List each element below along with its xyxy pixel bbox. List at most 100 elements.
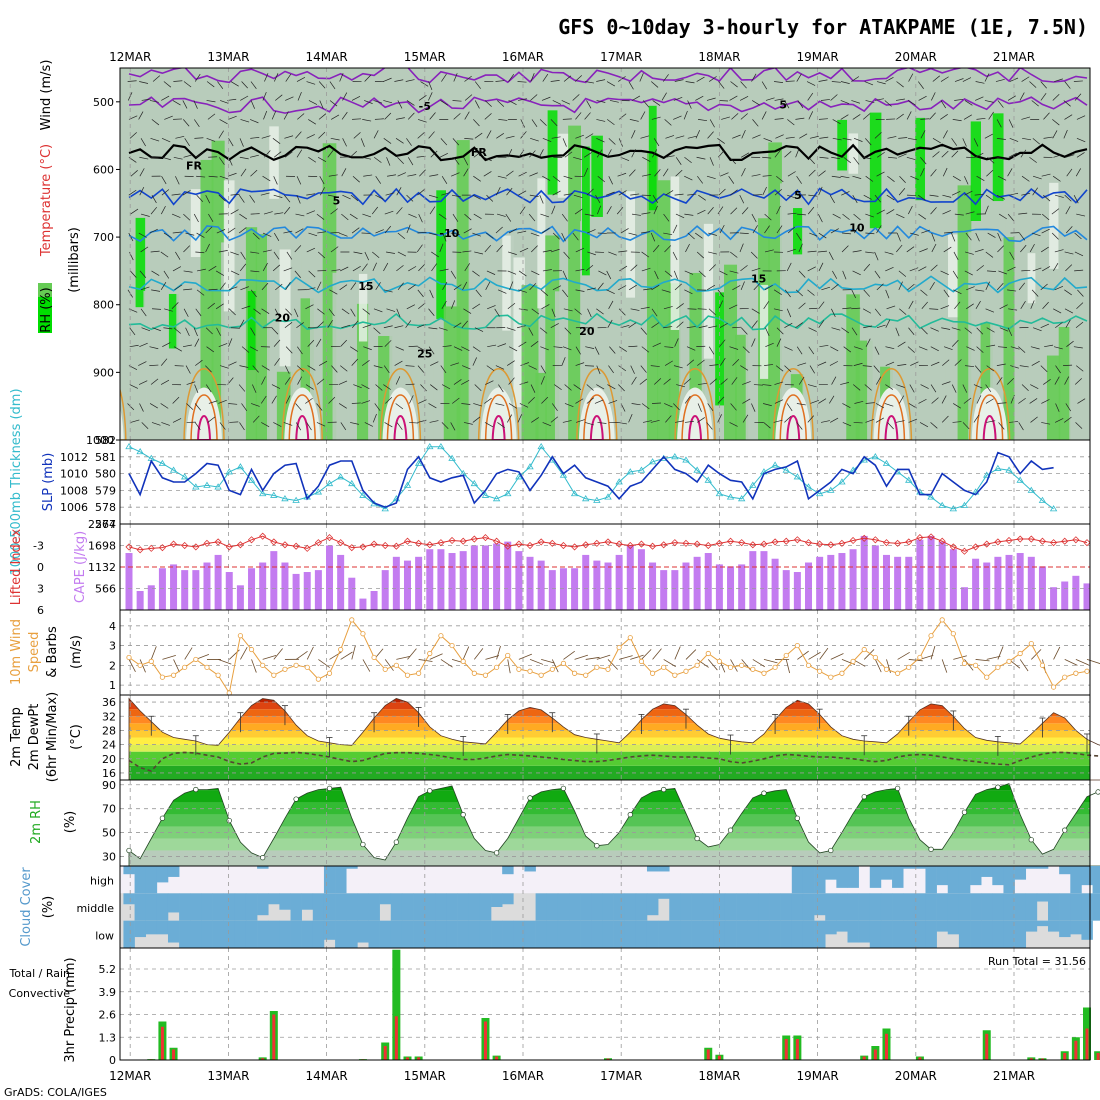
wind-barb — [1064, 416, 1072, 423]
wind-barb — [327, 194, 337, 198]
cape-bar — [849, 549, 857, 610]
wind-barb — [327, 149, 334, 158]
rh-legend-label: RH (%) — [39, 287, 54, 332]
wind-barb — [417, 189, 425, 196]
wind-barb — [665, 135, 675, 139]
li-marker — [181, 541, 189, 550]
wind-barb — [295, 422, 302, 431]
wind-barb — [1064, 289, 1072, 296]
cape-bar — [649, 562, 657, 610]
wind-barb — [496, 133, 505, 139]
wind-barb — [1064, 114, 1073, 120]
thickness-marker — [203, 481, 211, 488]
li-marker — [972, 543, 980, 551]
temp-outline — [128, 697, 1100, 781]
wind-barb — [596, 384, 605, 390]
wind-barb — [249, 154, 259, 158]
cloud-cell — [970, 920, 982, 948]
rh-column — [912, 258, 927, 440]
wind-speed-marker — [872, 654, 878, 661]
wind-barb — [719, 270, 728, 276]
wind-barb — [818, 79, 828, 82]
wind-barb — [405, 320, 412, 328]
wind-barb — [1041, 173, 1051, 177]
cloud-cell — [257, 893, 269, 916]
thickness-marker — [637, 466, 646, 473]
contour-label: 20 — [275, 312, 291, 325]
rh-patch — [948, 234, 960, 318]
wind-barb — [874, 98, 884, 101]
cape-bar — [559, 568, 567, 610]
wind-barb — [751, 73, 757, 82]
precip-tick-label: 0 — [109, 1054, 116, 1067]
rh-column — [612, 185, 627, 440]
wind-barb — [150, 206, 158, 215]
surface-wind-barb — [641, 649, 652, 660]
isotherm-line — [128, 225, 1088, 243]
wind-barb — [997, 402, 1007, 404]
wind-barb — [584, 213, 594, 217]
li-axis-label-part: Lifted Index — [9, 528, 24, 605]
cloud-cell — [691, 893, 703, 921]
rh-label-part: 2m RH — [29, 800, 44, 844]
wind-barb — [463, 422, 473, 425]
wind-label-2: Speed — [27, 632, 42, 673]
li-marker — [749, 541, 757, 549]
cloud-cell — [569, 920, 581, 948]
wind-barb — [683, 378, 691, 385]
wind-barb — [1054, 249, 1064, 253]
wind-barb — [563, 308, 573, 312]
thickness-marker — [225, 468, 233, 475]
wind-barb — [575, 134, 584, 139]
wind-tick-label: 4 — [109, 620, 116, 633]
cloud-cell — [468, 920, 481, 948]
thickness-marker — [593, 496, 601, 503]
wind-barb — [141, 422, 149, 429]
wind-barb — [564, 384, 572, 391]
wind-barb — [739, 232, 749, 234]
wind-barb — [330, 246, 339, 253]
wind-speed-marker — [616, 644, 622, 651]
date-tick-label: 18MAR — [698, 1069, 740, 1083]
wind-barb — [1076, 152, 1085, 158]
date-tick-label: 16MAR — [502, 1069, 544, 1083]
wind-barb — [260, 192, 270, 196]
wind-barb — [832, 270, 838, 279]
precip-tick-label: 5.2 — [99, 963, 117, 976]
cape-bar — [415, 556, 423, 610]
thickness-marker — [559, 471, 568, 478]
cloud-cell — [791, 866, 804, 894]
wind-barb — [865, 175, 874, 182]
contour-label: 5 — [794, 189, 802, 202]
wind-barb — [865, 251, 875, 254]
wind-barb — [294, 270, 301, 279]
wind-barb — [1007, 266, 1016, 272]
wind-barb — [1019, 92, 1025, 101]
wind-barb — [586, 100, 592, 109]
wind-barb — [862, 156, 872, 160]
cape-bar — [236, 585, 244, 610]
wind-barb — [698, 270, 706, 278]
wind-barb — [594, 346, 600, 355]
wind-barb — [305, 397, 313, 404]
li-marker — [726, 537, 735, 545]
wind-barb — [241, 81, 248, 89]
wind-barb — [196, 289, 205, 296]
wind-barb — [495, 80, 505, 82]
li-marker — [337, 539, 345, 547]
wind-barb — [851, 307, 861, 310]
wind-barb — [908, 403, 917, 409]
wind-barb — [620, 156, 630, 162]
thickness-marker — [938, 501, 946, 508]
wind-barb — [951, 339, 959, 347]
wind-speed-marker — [159, 674, 166, 680]
contour-label: -10 — [439, 227, 459, 240]
wind-barb — [941, 150, 949, 158]
wind-barb — [295, 228, 304, 234]
precip-conv-bar — [261, 1058, 265, 1060]
rh-patch — [247, 291, 256, 371]
rh-patch — [358, 273, 368, 342]
wind-barb — [1075, 321, 1084, 328]
wind-barb — [1031, 289, 1039, 297]
